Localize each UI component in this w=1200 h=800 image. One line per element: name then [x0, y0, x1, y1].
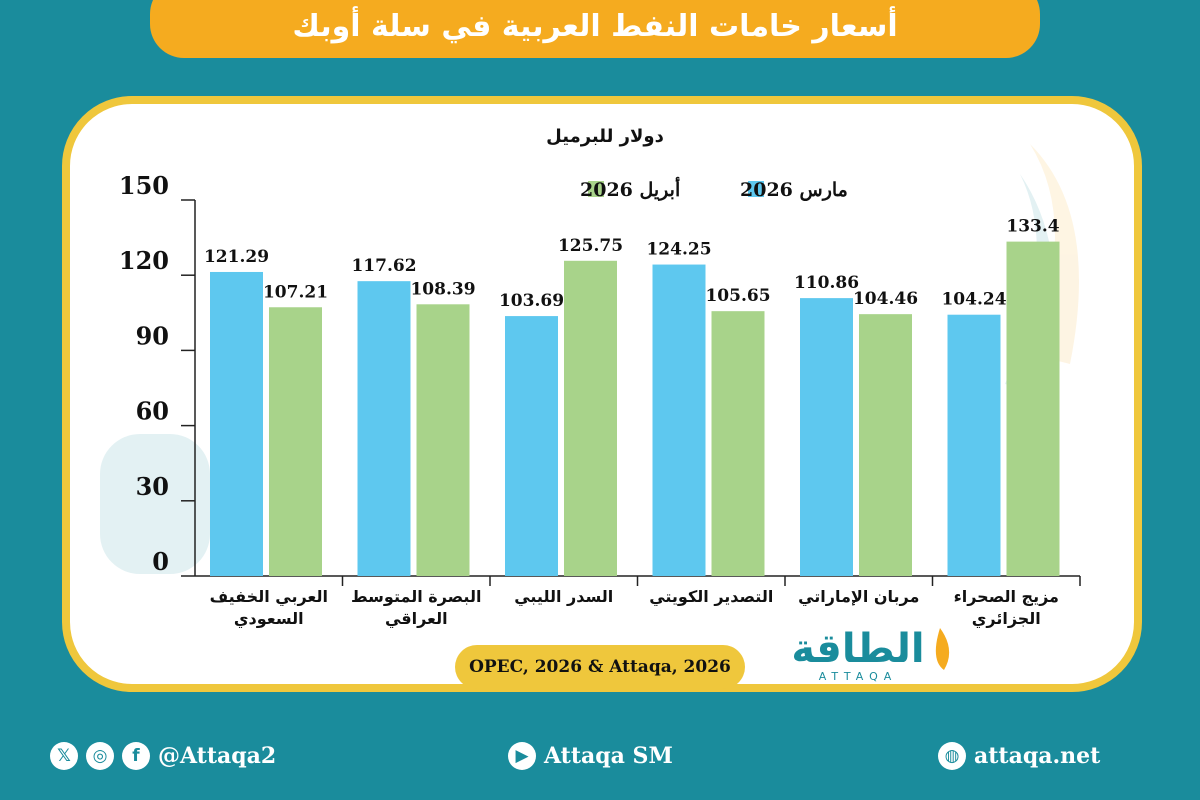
category-label: الجزائري	[972, 609, 1041, 629]
category-label: البصرة المتوسط	[351, 587, 481, 606]
bar[interactable]	[210, 271, 263, 576]
globe-icon: ◍	[938, 742, 966, 770]
bar-value-label: 105.65	[705, 286, 770, 306]
y-tick-label: 90	[136, 321, 169, 350]
category-label: السعودي	[234, 609, 304, 629]
bar-value-label: 133.4	[1006, 217, 1059, 237]
category-label: مزيج الصحراء	[954, 587, 1059, 606]
title-banner: أسعار خامات النفط العربية في سلة أوبك	[150, 0, 1040, 58]
bar-value-label: 107.21	[263, 282, 328, 302]
youtube-link[interactable]: ▶ Attaqa SM	[508, 726, 673, 786]
youtube-label: Attaqa SM	[544, 743, 673, 769]
bar-value-label: 104.24	[941, 290, 1006, 310]
y-tick-label: 150	[119, 171, 169, 200]
y-tick-label: 30	[136, 472, 169, 501]
attaqa-logo: الطاقة ATTAQA	[791, 626, 950, 683]
bar-value-label: 108.39	[410, 279, 475, 299]
page-title: أسعار خامات النفط العربية في سلة أوبك	[292, 9, 898, 44]
svg-text:ATTAQA: ATTAQA	[819, 670, 898, 683]
social-links: 𝕏 ◎ f @Attaqa2	[50, 726, 276, 786]
svg-text:الطاقة: الطاقة	[791, 626, 924, 672]
category-label: العراقي	[385, 609, 448, 629]
bar[interactable]	[947, 314, 1001, 576]
y-tick-label: 120	[119, 246, 169, 275]
chart-card: دولار للبرميل مارس 2026 أبريل 2026 0 30 60 9…	[62, 96, 1142, 692]
website-link[interactable]: ◍ attaqa.net	[938, 726, 1100, 786]
bar[interactable]	[1006, 241, 1060, 577]
bar-labels: 121.29 107.21 117.62 108.39 103.69 125.75 124.…	[204, 217, 1060, 311]
chart: دولار للبرميل مارس 2026 أبريل 2026 0 30 60 9…	[100, 126, 1081, 629]
bar-value-label: 121.29	[204, 247, 269, 267]
y-tick-label: 60	[136, 397, 169, 426]
bar[interactable]	[711, 311, 765, 576]
y-axis-unit-label: دولار للبرميل	[546, 126, 664, 147]
bar-value-label: 124.25	[646, 240, 711, 260]
bar-value-label: 104.46	[853, 289, 918, 309]
bar[interactable]	[269, 307, 322, 576]
y-tick-label: 0	[152, 547, 169, 576]
bars	[210, 241, 1060, 577]
category-label: السدر الليبي	[514, 587, 613, 607]
axes: 0 30 60 90 120 150	[119, 171, 1081, 586]
footer: 𝕏 ◎ f @Attaqa2 ▶ Attaqa SM ◍ attaqa.net	[0, 726, 1200, 786]
bar-value-label: 117.62	[351, 256, 416, 276]
category-label: مربان الإماراتي	[798, 587, 919, 607]
category-label: التصدير الكويتي	[649, 587, 773, 607]
bar-value-label: 103.69	[499, 291, 564, 311]
legend-label: أبريل 2026	[580, 176, 680, 201]
bar-value-label: 125.75	[558, 236, 623, 256]
legend: مارس 2026 أبريل 2026	[580, 176, 848, 201]
facebook-icon[interactable]: f	[122, 742, 150, 770]
source-badge: OPEC, 2026 & Attaqa, 2026	[455, 645, 745, 689]
bar[interactable]	[859, 314, 912, 576]
legend-swatch	[748, 181, 764, 197]
social-handle[interactable]: @Attaqa2	[158, 743, 277, 769]
bar[interactable]	[505, 316, 558, 576]
legend-label: مارس 2026	[740, 179, 848, 201]
youtube-icon: ▶	[508, 742, 536, 770]
bar[interactable]	[652, 264, 706, 576]
drop-icon	[935, 628, 950, 670]
instagram-icon[interactable]: ◎	[86, 742, 114, 770]
category-label: العربي الخفيف	[210, 587, 328, 607]
bar[interactable]	[357, 281, 411, 576]
bar[interactable]	[564, 260, 617, 576]
x-icon[interactable]: 𝕏	[50, 742, 78, 770]
legend-swatch	[588, 181, 604, 197]
website-label: attaqa.net	[974, 743, 1101, 769]
bar[interactable]	[416, 304, 470, 576]
bar-value-label: 110.86	[794, 273, 859, 293]
bar[interactable]	[800, 298, 853, 576]
